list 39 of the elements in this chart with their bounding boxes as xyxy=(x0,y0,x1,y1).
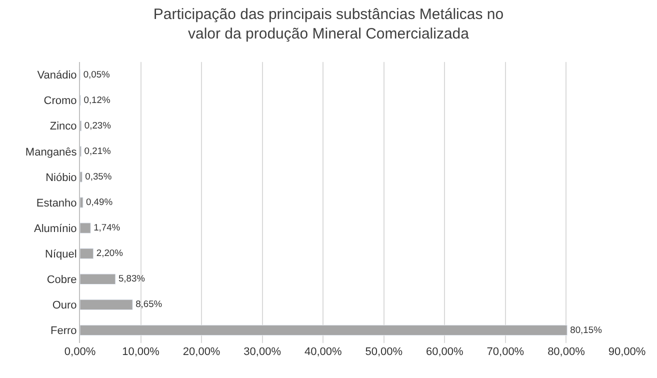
data-label: 0,35% xyxy=(85,172,112,182)
data-label: 1,74% xyxy=(94,222,120,233)
x-tick-label: 20,00% xyxy=(182,346,220,358)
y-tick-label: Estanho xyxy=(36,197,77,210)
x-tick-label: 70,00% xyxy=(486,346,524,358)
y-tick-label: Nióbio xyxy=(46,172,77,184)
x-tick-label: 30,00% xyxy=(244,346,282,358)
y-tick-label: Cromo xyxy=(44,95,77,108)
bar xyxy=(80,197,84,208)
bar xyxy=(80,222,91,234)
bar xyxy=(80,299,133,310)
x-tick-label: 0,00% xyxy=(64,346,96,358)
y-tick-label: Níquel xyxy=(45,248,77,260)
data-label: 0,23% xyxy=(84,120,111,130)
data-label: 8,65% xyxy=(136,299,162,310)
y-tick-label: Cobre xyxy=(46,274,77,286)
y-tick-label: Alumínio xyxy=(34,222,77,235)
y-tick-label: Ouro xyxy=(52,300,77,312)
data-label: 0,49% xyxy=(86,197,113,208)
data-label: 0,21% xyxy=(84,146,111,156)
data-label: 2,20% xyxy=(96,248,123,258)
bar xyxy=(80,274,116,284)
data-label: 0,05% xyxy=(83,69,110,80)
x-tick-label: 10,00% xyxy=(122,346,160,358)
x-tick-label: 50,00% xyxy=(365,346,403,358)
x-tick-label: 40,00% xyxy=(304,346,342,358)
x-tick-label: 80,00% xyxy=(548,346,586,358)
data-label: 0,12% xyxy=(84,94,110,105)
chart-title: Participação das principais substâncias Metálicas no valor da produção Mineral Comercializada xyxy=(153,6,504,42)
y-tick-label: Manganês xyxy=(25,146,78,158)
y-tick-label: Ferro xyxy=(50,325,77,338)
bar xyxy=(80,248,94,259)
data-label: 80,15% xyxy=(570,324,602,335)
data-label: 5,83% xyxy=(118,274,145,284)
bar xyxy=(80,324,568,336)
x-tick-label: 90,00% xyxy=(608,346,646,358)
x-tick-label: 60,00% xyxy=(426,346,464,358)
y-tick-label: Vanádio xyxy=(37,70,77,82)
y-tick-label: Zinco xyxy=(50,120,77,133)
